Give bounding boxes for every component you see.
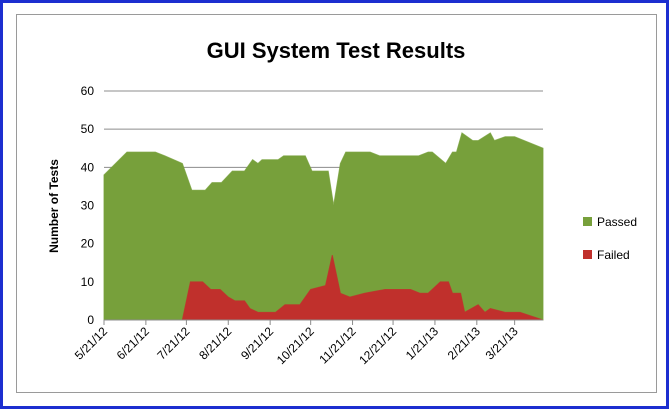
chart-title: GUI System Test Results <box>207 38 466 63</box>
legend-label: Passed <box>597 215 637 229</box>
y-axis-label: Number of Tests <box>47 159 61 253</box>
area <box>103 132 544 321</box>
legend-label: Failed <box>597 248 630 262</box>
y-tick-label: 20 <box>81 237 95 251</box>
y-tick-label: 0 <box>87 313 94 327</box>
y-tick-label: 10 <box>81 275 95 289</box>
y-tick-label: 50 <box>81 122 95 136</box>
y-tick-label: 40 <box>81 160 95 174</box>
area <box>104 255 544 321</box>
legend-swatch <box>583 217 592 226</box>
y-tick-label: 60 <box>81 84 95 98</box>
y-tick-label: 30 <box>81 199 95 213</box>
legend-swatch <box>583 250 592 259</box>
